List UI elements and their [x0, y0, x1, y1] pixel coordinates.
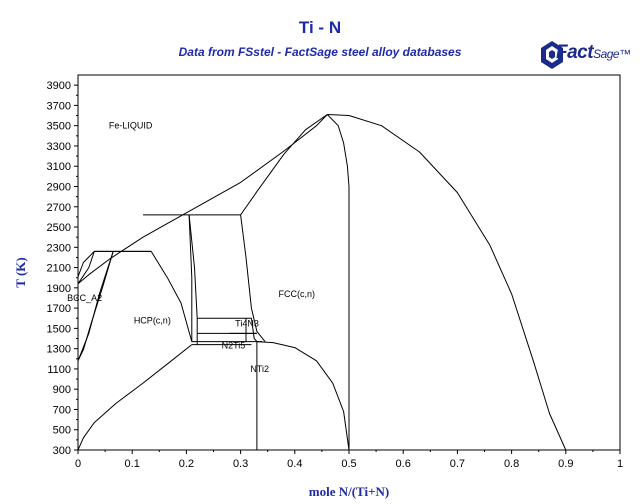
region-label: Fe-LIQUID	[109, 121, 153, 131]
phase-boundary-line	[327, 114, 567, 451]
x-tick-label: 0.6	[396, 458, 411, 470]
phase-boundary-line	[326, 114, 350, 450]
chart-subtitle: Data from FSstel - FactSage steel alloy …	[178, 45, 462, 59]
x-axis-title: mole N/(Ti+N)	[309, 484, 389, 499]
factsage-logo-text: FactSage™	[556, 42, 631, 63]
y-tick-label: 2700	[47, 202, 71, 214]
y-tick-label: 2300	[47, 242, 71, 254]
phase-boundary-line	[188, 214, 193, 342]
y-tick-label: 3900	[47, 80, 71, 92]
phase-boundary-line	[77, 344, 193, 451]
region-label: FCC(c,n)	[279, 289, 316, 299]
y-tick-label: 1100	[47, 364, 71, 376]
phase-boundary-line	[240, 214, 266, 342]
factsage-logo: FactSage™	[540, 38, 631, 72]
y-tick-label: 3100	[47, 161, 71, 173]
phase-boundary-line	[250, 318, 258, 342]
x-tick-label: 1	[617, 458, 623, 470]
phase-boundary-line	[77, 251, 95, 277]
factsage-logo-icon	[541, 41, 563, 69]
y-tick-label: 3700	[47, 100, 71, 112]
y-tick-label: 1300	[47, 344, 71, 356]
phase-boundary-line	[188, 214, 198, 345]
x-tick-label: 0	[75, 458, 81, 470]
logo-sub-text: Sage	[593, 47, 620, 61]
chart-title: Ti - N	[298, 18, 342, 37]
y-tick-label: 1500	[47, 323, 71, 335]
phase-boundary-line	[77, 251, 114, 362]
phase-boundary-line	[256, 341, 350, 451]
region-label: N2Ti5	[222, 341, 246, 351]
region-label: Ti4N3	[235, 318, 259, 328]
region-label: BCC_A2	[67, 293, 102, 303]
logo-main-text: Fact	[556, 42, 594, 63]
x-tick-label: 0.2	[179, 458, 194, 470]
y-tick-label: 3500	[47, 121, 71, 133]
y-tick-label: 700	[53, 404, 71, 416]
y-axis-title: T (K)	[13, 257, 28, 287]
y-tick-label: 2500	[47, 222, 71, 234]
x-tick-label: 0.3	[233, 458, 248, 470]
phase-boundary-line	[240, 114, 328, 216]
phase-boundary-line	[77, 114, 328, 285]
x-tick-label: 0.9	[558, 458, 573, 470]
x-tick-label: 0.4	[287, 458, 302, 470]
x-tick-label: 0.5	[341, 458, 356, 470]
x-tick-label: 0.7	[450, 458, 465, 470]
y-tick-label: 2100	[47, 263, 71, 275]
y-tick-label: 900	[53, 384, 71, 396]
x-tick-label: 0.1	[125, 458, 140, 470]
x-tick-label: 0.8	[504, 458, 519, 470]
region-label: HCP(c,n)	[134, 315, 171, 325]
phase-boundary-line	[77, 251, 95, 285]
y-tick-label: 3300	[47, 141, 71, 153]
phase-boundary-line	[150, 251, 193, 342]
y-tick-label: 1900	[47, 283, 71, 295]
y-tick-label: 2900	[47, 181, 71, 193]
region-label: NTi2	[250, 364, 269, 374]
y-tick-label: 500	[53, 425, 71, 437]
y-tick-label: 1700	[47, 303, 71, 315]
y-tick-label: 300	[53, 445, 71, 457]
